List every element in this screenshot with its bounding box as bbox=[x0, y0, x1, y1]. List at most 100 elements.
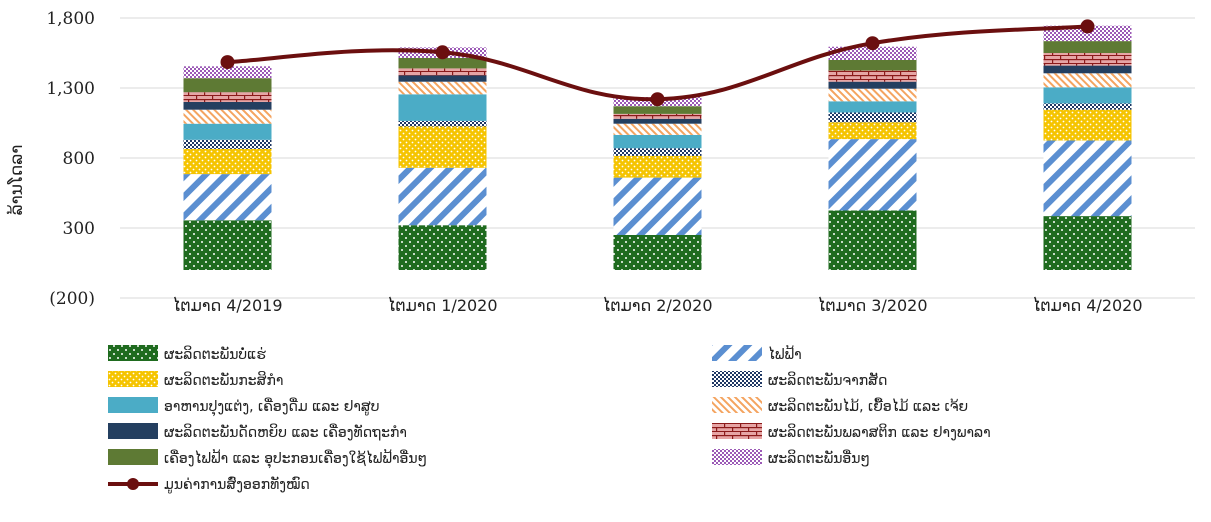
bar-segment bbox=[183, 109, 272, 124]
legend-label: ໄຟຟ້າ bbox=[768, 344, 802, 363]
bar-segment bbox=[613, 123, 702, 135]
bar-segment bbox=[183, 148, 272, 175]
bar-segment bbox=[828, 139, 917, 211]
y-axis-label: ລ້ານໂດລາ bbox=[6, 145, 27, 216]
bar-segment bbox=[613, 134, 702, 149]
legend-item: ອາຫານປຸງແຕ່ງ, ເຄື່ອງດື່ມ ແລະ ຢາສູບ bbox=[108, 397, 379, 416]
bar-stack bbox=[613, 97, 702, 270]
total-export-line bbox=[220, 19, 1095, 107]
legend-swatch bbox=[108, 397, 158, 413]
legend-swatch bbox=[108, 423, 158, 439]
legend-swatch bbox=[712, 423, 762, 439]
bar-segment bbox=[398, 120, 487, 127]
y-tick-label: 300 bbox=[63, 219, 95, 239]
bar-segment bbox=[1043, 53, 1132, 66]
bar-segment bbox=[1043, 109, 1132, 141]
bar-segment bbox=[1043, 87, 1132, 104]
bar-segment bbox=[828, 210, 917, 270]
bar-segment bbox=[1043, 65, 1132, 74]
bar-segment bbox=[183, 92, 272, 102]
bar-segment bbox=[613, 155, 702, 178]
bar-segment bbox=[398, 167, 487, 226]
legend-swatch bbox=[712, 397, 762, 413]
legend-label: ຜະລິດຕະພັນຈາກສັດ bbox=[768, 371, 887, 389]
bar-segment bbox=[398, 68, 487, 76]
bar-segment bbox=[613, 113, 702, 119]
bar-segment bbox=[828, 46, 917, 60]
bar-segment bbox=[828, 88, 917, 102]
bar-segment bbox=[1043, 73, 1132, 88]
bar-segment bbox=[1043, 140, 1132, 217]
y-tick-label: 800 bbox=[63, 149, 95, 169]
bar-segment bbox=[183, 102, 272, 110]
bar-segment bbox=[1043, 41, 1132, 53]
bar-segment bbox=[398, 75, 487, 82]
legend-swatch bbox=[108, 345, 158, 361]
total-line-point bbox=[650, 92, 665, 107]
bar-stack bbox=[828, 46, 917, 270]
bar-segment bbox=[828, 70, 917, 82]
x-tick-label: ໄຕມາດ 3/2020 bbox=[817, 296, 927, 315]
bar-segment bbox=[183, 174, 272, 221]
legend-swatch bbox=[712, 449, 762, 465]
legend-label: ອາຫານປຸງແຕ່ງ, ເຄື່ອງດື່ມ ແລະ ຢາສູບ bbox=[164, 397, 379, 416]
bar-segment bbox=[828, 60, 917, 71]
bar-segment bbox=[398, 126, 487, 168]
legend-item: ຜະລິດຕະພັນບໍ່ແຮ່ bbox=[108, 345, 266, 363]
legend-item: ຜະລິດຕະພັນໄມ້, ເຍື້ອໄມ້ ແລະ ເຈ້ຍ bbox=[712, 397, 968, 415]
bar-stack bbox=[398, 47, 487, 270]
bar-segment bbox=[613, 235, 702, 270]
bar-segment bbox=[828, 101, 917, 113]
bar-segment bbox=[613, 118, 702, 124]
y-axis-ticks: (200) 300 800 1,300 1,800 bbox=[46, 9, 95, 309]
legend-label: ຜະລິດຕະພັນກະສິກຳ bbox=[164, 371, 283, 389]
x-tick-label: ໄຕມາດ 4/2019 bbox=[172, 296, 282, 315]
legend-label: ເຄື່ອງໄຟຟ້າ ແລະ ອຸປະກອນເຄື່ອງໃຊ້ໄຟຟ້າອື່… bbox=[164, 448, 427, 468]
bar-stack bbox=[183, 66, 272, 270]
legend-label: ມູນຄ່າການສົ່ງອອກທັງໝົດ bbox=[164, 477, 310, 493]
y-tick-label: 1,800 bbox=[46, 9, 95, 29]
legend-swatch bbox=[108, 449, 158, 465]
legend-label: ຜະລິດຕະພັນພລາສຕິກ ແລະ ຢາງພາລາ bbox=[768, 423, 991, 441]
bar-segment bbox=[398, 94, 487, 121]
legend-swatch bbox=[712, 371, 762, 387]
bars bbox=[183, 25, 1132, 270]
legend-item: ຜະລິດຕະພັນກະສິກຳ bbox=[108, 371, 283, 389]
legend-label: ຜະລິດຕະພັນໄມ້, ເຍື້ອໄມ້ ແລະ ເຈ້ຍ bbox=[768, 397, 968, 415]
legend-label: ຜະລິດຕະພັນບໍ່ແຮ່ bbox=[164, 345, 266, 363]
bar-segment bbox=[183, 66, 272, 79]
y-tick-label: 1,300 bbox=[46, 79, 95, 99]
bar-segment bbox=[828, 112, 917, 123]
bar-segment bbox=[1043, 103, 1132, 110]
bar-segment bbox=[1043, 216, 1132, 270]
bar-segment bbox=[613, 148, 702, 156]
legend-item: ເຄື່ອງໄຟຟ້າ ແລະ ອຸປະກອນເຄື່ອງໃຊ້ໄຟຟ້າອື່… bbox=[108, 448, 427, 468]
x-tick-label: ໄຕມາດ 4/2020 bbox=[1032, 296, 1142, 315]
legend-item: ຜະລິດຕະພັນດັດຫຍິບ ແລະ ເຄື່ອງທັດຖະກຳ bbox=[108, 423, 407, 441]
total-line-point bbox=[865, 36, 880, 51]
bar-segment bbox=[613, 177, 702, 235]
legend-swatch bbox=[712, 345, 762, 361]
bar-segment bbox=[398, 57, 487, 69]
bar-segment bbox=[183, 123, 272, 140]
bar-segment bbox=[183, 220, 272, 270]
legend-swatch bbox=[108, 371, 158, 387]
y-tick-label: (200) bbox=[49, 289, 95, 309]
legend-item: ມູນຄ່າການສົ່ງອອກທັງໝົດ bbox=[108, 477, 310, 493]
legend-item: ຜະລິດຕະພັນຈາກສັດ bbox=[712, 371, 887, 389]
legend-item: ໄຟຟ້າ bbox=[712, 344, 802, 363]
legend-label: ຜະລິດຕະພັນດັດຫຍິບ ແລະ ເຄື່ອງທັດຖະກຳ bbox=[164, 423, 407, 441]
bar-segment bbox=[398, 81, 487, 95]
bar-segment bbox=[828, 81, 917, 89]
legend-line-marker bbox=[127, 478, 139, 490]
bar-segment bbox=[183, 78, 272, 93]
total-line-point bbox=[435, 45, 450, 60]
total-line-point bbox=[1080, 19, 1095, 34]
bar-segment bbox=[398, 225, 487, 270]
bar-segment bbox=[828, 122, 917, 140]
total-line-point bbox=[220, 55, 235, 70]
bar-segment bbox=[183, 139, 272, 149]
x-axis-ticks: ໄຕມາດ 4/2019 ໄຕມາດ 1/2020 ໄຕມາດ 2/2020 ໄຕມາ… bbox=[172, 296, 1142, 315]
